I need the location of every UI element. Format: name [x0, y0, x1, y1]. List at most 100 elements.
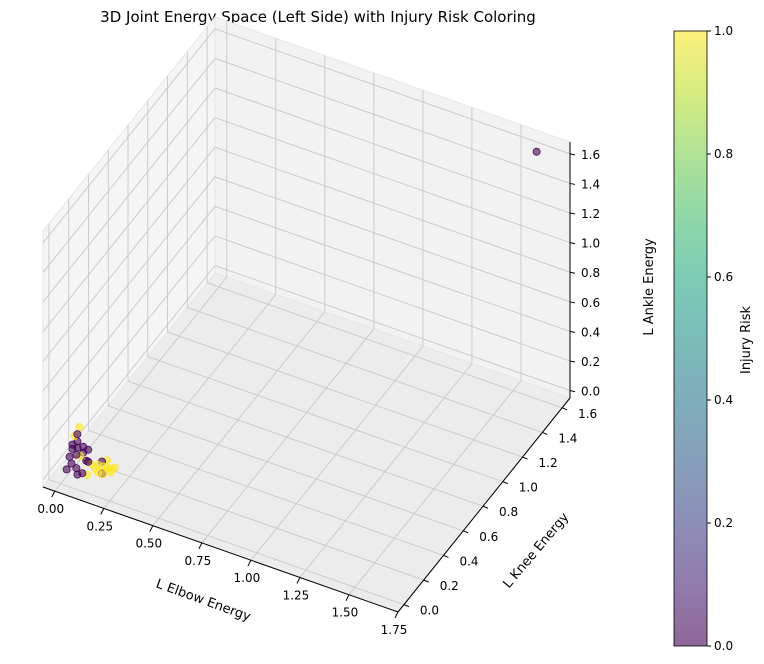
chart-title: 3D Joint Energy Space (Left Side) with I…: [100, 8, 536, 26]
y-tick-label: 0.8: [499, 505, 518, 519]
data-point: [68, 440, 77, 449]
data-point: [75, 423, 84, 432]
z-tick-label: 1.0: [581, 237, 600, 251]
x-tick-mark: [51, 490, 56, 498]
grid-line-y-floor: [187, 307, 543, 433]
data-point: [103, 464, 112, 473]
grid-line-z-side: [42, 87, 216, 303]
grid-line-z-side: [42, 146, 216, 362]
data-point: [73, 430, 82, 439]
z-tick-mark: [569, 390, 576, 393]
data-point: [72, 450, 81, 459]
z-tick-label: 1.6: [581, 148, 600, 162]
colorbar-tick-label: 0.0: [714, 639, 733, 653]
grid-line-x-floor: [250, 345, 424, 561]
x-tick-mark: [394, 611, 399, 619]
y-tick-label: 0.2: [440, 579, 459, 593]
x-tick-label: 0.00: [37, 502, 64, 516]
z-tick-label: 0.6: [581, 296, 600, 310]
y-axis-label: L Knee Energy: [500, 510, 572, 592]
y-tick-mark: [443, 554, 449, 558]
y-tick-label: 1.0: [519, 481, 538, 495]
y-tick-mark: [463, 530, 469, 534]
grid-line-z-back: [214, 265, 571, 392]
y-tick-label: 1.4: [558, 431, 577, 445]
colorbar: 0.0 0.2 0.4 0.6 0.8 1.0: [673, 24, 733, 653]
grid-line-z-side: [42, 176, 216, 392]
data-point: [62, 465, 71, 474]
colorbar-tick-label: 0.4: [714, 393, 733, 407]
x-tick-label: 1.25: [283, 588, 310, 602]
grid-line-y-floor: [68, 454, 424, 581]
z-tick-label: 0.8: [581, 266, 600, 280]
y-tick-mark: [542, 431, 548, 435]
x-tick-label: 1.50: [332, 606, 359, 620]
colorbar-tick-label: 0.8: [714, 147, 733, 161]
data-point: [532, 147, 541, 156]
grid-line-z-side: [42, 206, 216, 421]
x-tick-mark: [247, 559, 252, 567]
y-tick-label: 1.6: [578, 407, 597, 421]
grid-line-z-side: [42, 58, 216, 273]
z-tick-label: 0.2: [581, 355, 600, 369]
grid-line-z-back: [214, 205, 571, 332]
grid-line-z-back: [214, 87, 571, 214]
colorbar-tick-label: 1.0: [714, 24, 733, 38]
x-tick-label: 1.75: [381, 623, 408, 637]
z-tick-label: 0.4: [581, 325, 600, 339]
grid-line-y-floor: [167, 331, 523, 458]
colorbar-gradient: [673, 30, 708, 647]
data-point: [73, 470, 82, 479]
x-tick-label: 0.50: [135, 537, 162, 551]
x-tick-mark: [100, 508, 105, 515]
x-tick-mark: [296, 577, 301, 584]
z-tick-mark: [569, 153, 576, 156]
y-tick-mark: [522, 456, 528, 460]
grid-line-y-floor: [88, 430, 444, 556]
data-point: [94, 468, 103, 477]
grid-line-z-back: [214, 58, 571, 184]
z-tick-mark: [569, 360, 576, 363]
y-tick-mark: [423, 579, 429, 583]
z-tick-mark: [569, 242, 576, 245]
grid-line-z-back: [214, 146, 571, 273]
z-tick-mark: [569, 330, 576, 333]
x-tick-label: 1.00: [234, 571, 261, 585]
grid-line-y-floor: [48, 479, 405, 606]
y-tick-label: 0.6: [479, 530, 498, 544]
colorbar-label: Injury Risk: [739, 306, 754, 375]
y-tick-label: 0.0: [420, 604, 439, 618]
grid-line-x-floor: [152, 311, 326, 526]
grid-line-z-side: [42, 28, 216, 244]
data-point: [84, 457, 93, 466]
grid-line-x-floor: [299, 363, 473, 578]
x-axis-line: [42, 486, 399, 613]
y-tick-mark: [482, 505, 489, 509]
y-tick-mark: [561, 407, 568, 411]
data-point: [65, 452, 74, 461]
z-axis-label: L Ankle Energy: [642, 238, 657, 336]
colorbar-tick-label: 0.2: [714, 516, 733, 530]
z-tick-label: 1.2: [581, 207, 600, 221]
y-tick-label: 0.4: [459, 554, 478, 568]
x-tick-mark: [198, 542, 203, 550]
z-tick-mark: [569, 212, 576, 215]
grid-line-y-floor: [147, 356, 503, 483]
grid-line-z-back: [214, 117, 571, 244]
z-tick-label: 1.4: [581, 177, 600, 191]
x-tick-label: 0.25: [86, 519, 113, 533]
z-tick-mark: [569, 271, 576, 274]
grid-line-z-back: [214, 176, 571, 303]
z-tick-mark: [569, 182, 576, 185]
colorbar-tick-label: 0.6: [714, 270, 733, 284]
x-tick-mark: [345, 594, 350, 601]
x-tick-mark: [149, 525, 154, 532]
grid-line-y-floor: [127, 380, 484, 507]
grid-line-z-side: [42, 117, 216, 332]
grid-line-z-side: [42, 235, 216, 451]
grid-line-x-floor: [201, 328, 375, 544]
grid-line-y-floor: [108, 405, 464, 532]
data-point: [79, 442, 88, 451]
grid-line-z-back: [214, 235, 571, 362]
